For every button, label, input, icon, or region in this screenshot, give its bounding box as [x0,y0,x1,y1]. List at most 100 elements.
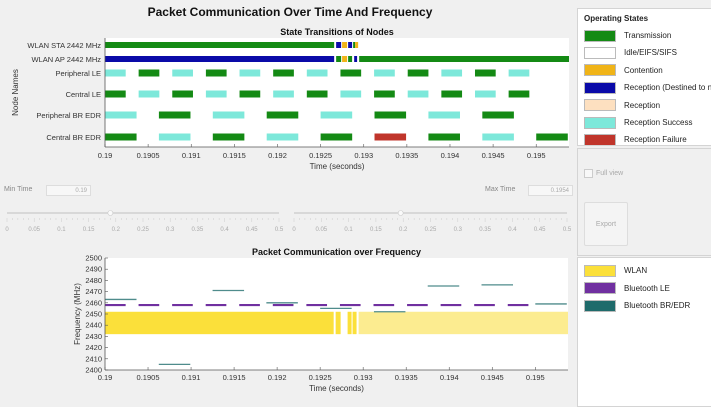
state-legend-item: Transmission [584,29,671,42]
operating-states-legend: Operating States Transmission Idle/EIFS/S… [577,8,711,146]
state-segment-transmission [407,69,429,77]
slider-tick-label: 0.2 [112,227,121,233]
state-segment-reception-success [407,90,429,98]
state-legend-item: Reception Success [584,116,692,129]
slider-tick-label: 0.05 [28,227,40,233]
state-segment-transmission [348,56,353,62]
wlan-packet [335,311,341,335]
y-tick-label: 2440 [85,321,102,330]
state-segment-transmission [273,69,294,77]
wlan-packet [358,311,568,335]
state-segment-transmission [105,42,335,48]
state-segment-transmission [105,133,137,141]
x-axis-label: Time (seconds) [309,384,364,393]
x-tick-label: 0.1925 [309,151,332,160]
state-segment-reception-success [320,111,353,119]
max-time-slider[interactable]: 0 0.05 0.1 0.15 0.2 0.25 0.3 0.35 0.4 0.45 0.5 [292,210,572,234]
state-segment-transmission [441,90,463,98]
state-segment-transmission [320,133,353,141]
x-axis-label: Time (seconds) [310,162,365,171]
state-segment-reception-success [340,90,362,98]
slider-thumb[interactable] [397,210,404,216]
max-time-input[interactable]: 0.1954 [528,185,573,196]
state-segment-transmission [536,133,568,141]
time-sliders: 0 0.05 0.1 0.15 0.2 0.25 0.3 0.35 0.4 0.45 0.5 0 0.0… [5,210,572,234]
state-segment-transmission [239,90,261,98]
x-tick-label: 0.19 [98,151,113,160]
x-tick-label: 0.191 [182,151,201,160]
frequency-legend: WLAN Bluetooth LE Bluetooth BR/EDR [577,257,711,407]
frequency-legend-item: WLAN [584,264,647,277]
node-label: Peripheral BR EDR [36,111,101,120]
slider-tick-label: 0.15 [83,227,95,233]
state-segment-reception-dest [105,56,335,62]
node-label: Peripheral LE [56,69,101,78]
slider-tick-label: 0.45 [246,227,258,233]
legend-swatch [584,282,616,294]
wlan-packet [352,311,357,335]
slider-tick-label: 0.3 [166,227,175,233]
y-tick-label: 2430 [85,332,102,341]
y-tick-label: 2490 [85,265,102,274]
options-panel: Full view Export [577,148,711,256]
state-segment-transmission [359,56,569,62]
legend-label: Reception Failure [624,135,687,145]
legend-title: Operating States [584,14,649,23]
x-tick-label: 0.1935 [395,373,418,382]
node-label: Central BR EDR [46,133,101,142]
legend-label: Reception [624,100,661,110]
max-time-label: Max Time [485,186,516,193]
state-segment-transmission [205,69,227,77]
state-segment-reception-success [474,90,496,98]
min-time-input[interactable]: 0.19 [46,185,91,196]
state-segment-transmission [374,111,407,119]
x-tick-label: 0.1905 [137,373,160,382]
state-legend-item: Reception (Destined to n [584,81,711,94]
state-segment-transmission [353,42,356,48]
y-axis-label: Node Names [11,69,20,116]
slider-tick-label: 0.4 [220,227,229,233]
slider-tick-label: 0.35 [479,227,491,233]
slider-tick-label: 0.1 [344,227,353,233]
x-tick-label: 0.1905 [137,151,160,160]
state-segment-transmission [138,69,160,77]
state-segment-reception-success [172,69,193,77]
min-time-slider[interactable]: 0 0.05 0.1 0.15 0.2 0.25 0.3 0.35 0.4 0.45 0.5 [5,210,284,234]
state-segment-contention [355,42,359,48]
slider-tick-label: 0.2 [399,227,408,233]
x-tick-label: 0.1925 [309,373,332,382]
state-transitions-chart: State Transitions of Nodes WLAN STA 2442 … [11,27,569,171]
x-tick-label: 0.193 [354,373,373,382]
x-tick-label: 0.194 [441,151,460,160]
state-segment-transmission [340,69,362,77]
state-segment-reception-success [482,133,514,141]
legend-swatch [584,29,616,42]
export-button[interactable]: Export [584,202,628,246]
slider-thumb[interactable] [107,210,114,216]
state-segment-reception-success [105,111,137,119]
state-legend-item: Idle/EIFS/SIFS [584,46,677,59]
state-segment-transmission [105,90,126,98]
state-segment-transmission [474,69,496,77]
state-segment-reception-success [138,90,160,98]
x-tick-label: 0.192 [268,151,287,160]
slider-tick-label: 0 [292,227,296,233]
x-tick-label: 0.195 [526,373,545,382]
state-segment-reception-dest [336,42,342,48]
y-tick-label: 2460 [85,298,102,307]
legend-label: Reception Success [624,118,693,127]
legend-label: WLAN [624,266,648,275]
min-time-label: Min Time [4,186,33,193]
legend-swatch [584,99,616,112]
legend-label: Bluetooth LE [624,283,670,293]
node-label: WLAN STA 2442 MHz [27,41,101,50]
full-view-checkbox[interactable]: Full view [584,169,623,178]
wlan-packet [347,311,352,335]
legend-swatch [584,46,616,59]
state-legend-item: Contention [584,64,663,77]
state-segment-contention [342,56,348,62]
state-segment-reception-failure [374,133,407,141]
slider-tick-label: 0.25 [425,227,437,233]
slider-tick-label: 0.05 [315,227,327,233]
x-tick-label: 0.1915 [223,373,246,382]
